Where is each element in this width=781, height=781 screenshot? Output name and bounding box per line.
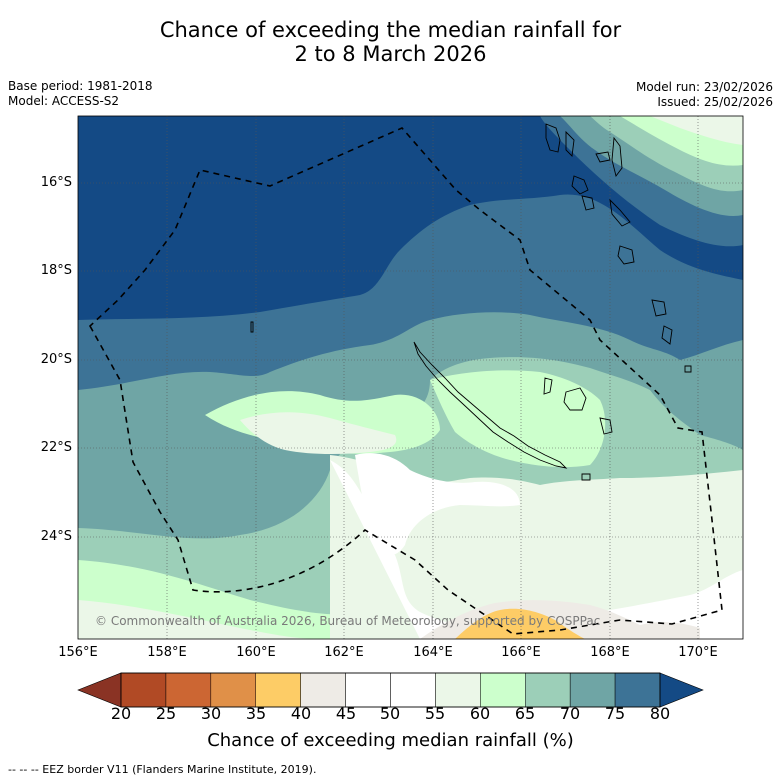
title-line-1: Chance of exceeding the median rainfall … xyxy=(159,18,622,42)
contour-45-55 xyxy=(330,453,743,639)
colorbar xyxy=(77,672,704,708)
colorbar-cell xyxy=(165,672,212,708)
colorbar-cell xyxy=(120,672,167,708)
lon-label: 170°E xyxy=(678,645,718,660)
colorbar-tick: 35 xyxy=(245,704,267,723)
colorbar-cell xyxy=(569,672,616,708)
colorbar-cell xyxy=(614,672,661,708)
colorbar-tick: 65 xyxy=(514,704,536,723)
colorbar-tick: 30 xyxy=(200,704,222,723)
colorbar-title: Chance of exceeding median rainfall (%) xyxy=(207,730,574,751)
lat-label: 22°S xyxy=(40,440,72,455)
colorbar-cell xyxy=(210,672,256,708)
lon-label: 160°E xyxy=(236,645,276,660)
colorbar-tick: 60 xyxy=(469,704,491,723)
map-frame xyxy=(77,115,744,640)
colorbar-frame xyxy=(120,672,661,708)
eez-legend: -- -- -- EEZ border V11 (Flanders Marine… xyxy=(8,763,317,776)
colorbar-tick: 70 xyxy=(559,704,581,723)
colorbar-extend-high xyxy=(659,672,704,708)
copyright-notice: © Commonwealth of Australia 2026, Bureau… xyxy=(95,614,601,628)
colorbar-cell xyxy=(435,672,481,708)
lon-label: 164°E xyxy=(413,645,453,660)
colorbar-cell xyxy=(525,672,571,708)
loyalty-islands-coast xyxy=(543,377,613,435)
eez-border xyxy=(88,127,723,635)
gridlines xyxy=(78,116,743,639)
colorbar-tick: 55 xyxy=(424,704,446,723)
lon-label: 168°E xyxy=(590,645,630,660)
chart-title: Chance of exceeding the median rainfall … xyxy=(0,18,781,66)
lat-label: 16°S xyxy=(40,175,72,190)
meta-right: Model run: 23/02/2026 Issued: 25/02/2026 xyxy=(636,80,773,110)
lon-label: 156°E xyxy=(58,645,98,660)
new-caledonia-coast xyxy=(413,341,568,469)
colorbar-tick: 45 xyxy=(335,704,357,723)
colorbar-extend-low xyxy=(77,672,122,708)
lat-label: 24°S xyxy=(40,529,72,544)
coastlines xyxy=(250,123,692,481)
model-run: Model run: 23/02/2026 xyxy=(635,80,773,94)
title-line-2: 2 to 8 March 2026 xyxy=(294,42,487,66)
colorbar-tick: 25 xyxy=(155,704,177,723)
colorbar-tick: 20 xyxy=(110,704,132,723)
colorbar-cell xyxy=(300,672,346,708)
colorbar-cell xyxy=(390,672,436,708)
colorbar-cell xyxy=(480,672,526,708)
lat-label: 20°S xyxy=(40,352,72,367)
colorbar-tick: 40 xyxy=(290,704,312,723)
vanuatu-coast xyxy=(545,123,673,345)
colorbar-tick: 50 xyxy=(379,704,401,723)
base-period: Base period: 1981-2018 xyxy=(8,79,153,93)
colorbar-cell xyxy=(345,672,391,708)
map-area xyxy=(78,116,743,639)
meta-left: Base period: 1981-2018 Model: ACCESS-S2 xyxy=(8,79,153,109)
colorbar-tick: 80 xyxy=(649,704,671,723)
model-name: Model: ACCESS-S2 xyxy=(8,94,120,108)
small-islands xyxy=(250,321,692,481)
lon-label: 166°E xyxy=(501,645,541,660)
lon-label: 162°E xyxy=(324,645,364,660)
colorbar-tick: 75 xyxy=(604,704,626,723)
contour-55-60 xyxy=(78,116,743,639)
lat-label: 18°S xyxy=(40,263,72,278)
issued-date: Issued: 25/02/2026 xyxy=(657,95,773,109)
lon-label: 158°E xyxy=(147,645,187,660)
colorbar-cell xyxy=(255,672,301,708)
colorbar-cells xyxy=(120,672,661,708)
